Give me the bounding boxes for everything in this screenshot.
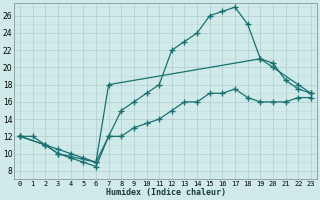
X-axis label: Humidex (Indice chaleur): Humidex (Indice chaleur): [106, 188, 226, 197]
